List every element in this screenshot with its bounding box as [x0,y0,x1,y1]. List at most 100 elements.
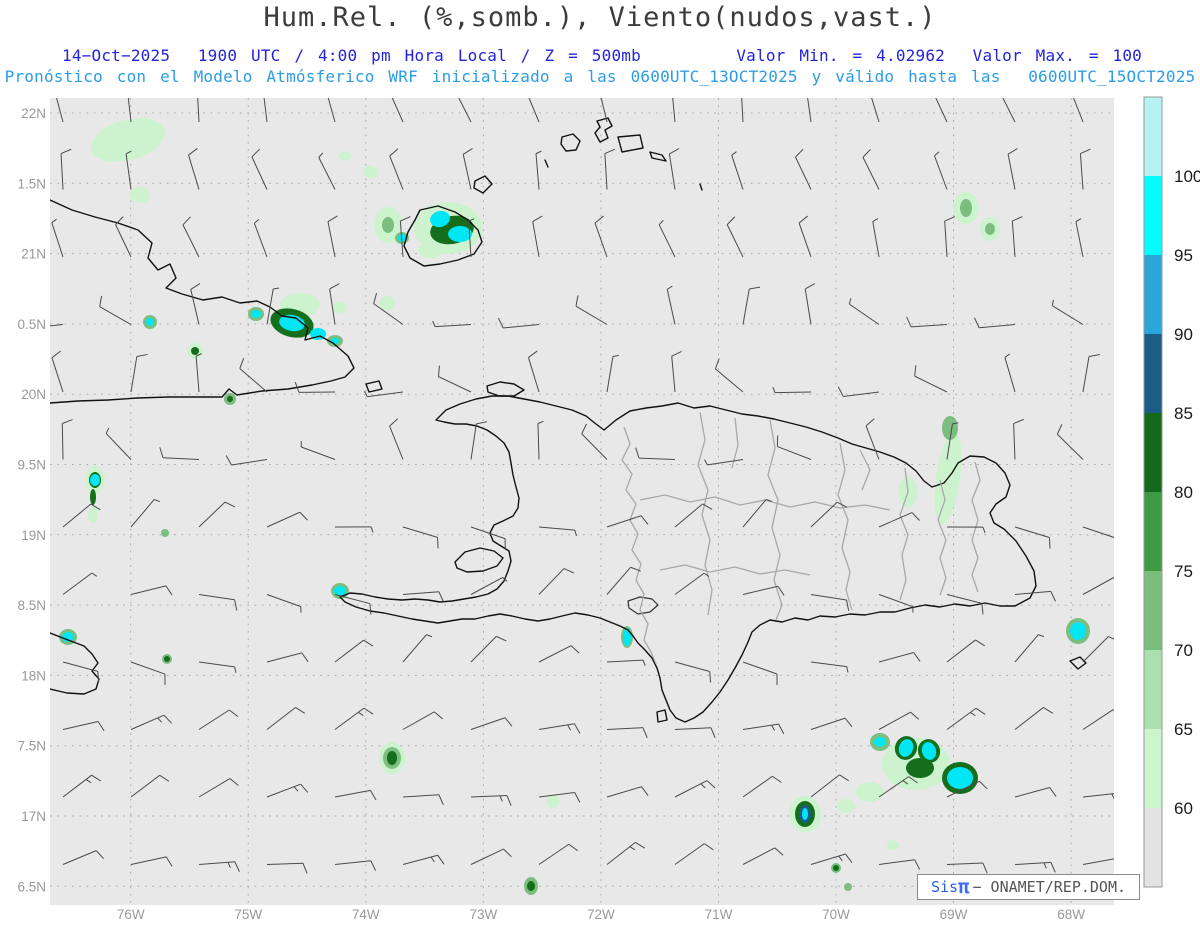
coastline-hispaniola [339,395,1037,723]
wind-barb [946,780,988,798]
wind-barb [865,418,880,460]
wind-barb [300,441,336,460]
wind-barb [878,652,921,663]
wind-barb [318,152,336,190]
wind-barb [1013,418,1024,460]
wind-barb [946,639,986,663]
colorbar-tick-label: 90 [1174,325,1193,344]
wind-barb [51,350,64,393]
wind-barb [933,151,948,190]
wind-barb [1014,787,1057,798]
wind-barb [402,711,444,730]
wind-barb [1082,526,1114,538]
wind-barb [878,711,920,730]
coastline-cay-dash-1 [544,159,549,168]
humidity-blob [833,865,839,871]
wind-barb [674,572,710,595]
wind-barb [130,661,166,686]
wind-barb [62,774,102,798]
coastline-gonave [454,547,504,573]
wind-barb [198,661,237,673]
wind-barb [538,526,577,537]
wind-barb [266,594,302,613]
wind-barb [327,215,338,258]
wind-barb [1014,526,1051,549]
lat-tick-label: 21N [21,247,46,262]
wind-barb [402,794,444,806]
wind-barb [389,418,404,460]
wind-barb [742,661,778,685]
wind-barb [672,98,676,123]
humidity-blob [802,808,808,820]
wind-barb [251,148,268,190]
humidity-blob [527,881,535,891]
wind-barb [741,98,744,123]
wind-barb [742,585,785,596]
wind-barb [532,215,543,258]
province-border [731,417,739,469]
wind-barb [266,511,308,528]
colorbar-tick-label: 100 [1174,167,1200,186]
wind-barb [946,594,984,615]
wind-barb [1051,299,1084,325]
wind-barb [1002,98,1016,123]
wind-barb [810,501,848,528]
wind-barb [190,283,201,325]
wind-barb [795,148,812,190]
wind-barb [389,148,404,190]
humidity-blob [88,507,98,523]
wind-barb [742,847,784,865]
wind-barb [606,515,649,528]
wind-barb [772,386,812,394]
province-border [621,426,657,665]
wind-barb [1082,793,1114,800]
minmax-values: Valor Min. = 4.02962 Valor Max. = 100 [736,46,1142,65]
lon-tick-label: 75W [234,907,262,922]
province-border [639,494,891,511]
coastline-turks-3 [617,134,644,153]
wind-barb [658,219,676,258]
humidity-blob [339,151,351,161]
wind-barb [1082,858,1114,865]
colorbar-tick-label: 70 [1174,641,1193,660]
wind-barb [1056,424,1084,460]
wind-barb [470,795,512,806]
wind-barb [810,594,850,611]
wind-barb [334,860,377,871]
coastline-cay-dash-2 [699,183,703,191]
wind-barb [704,459,744,466]
wind-barb [334,707,374,730]
wind-barb [127,98,132,123]
wind-barb [871,98,880,123]
humidity-blob [161,529,169,537]
wind-barb [197,98,200,123]
lon-tick-label: 71W [705,907,733,922]
humidity-blob [90,474,100,486]
wind-barb [1082,636,1114,663]
wind-barb [373,292,404,325]
humidity-blob [947,767,973,789]
colorbar-segment [1144,97,1162,176]
wind-barb [1014,706,1054,730]
wind-barb [674,843,714,865]
wind-barb [878,776,918,798]
humidity-blob [333,301,347,313]
wind-barb [528,98,540,123]
wind-barb [62,850,105,865]
colorbar-segment [1144,255,1162,334]
humidity-blob [387,751,397,765]
wind-barb [1075,218,1084,258]
humidity-blob [251,310,261,318]
wind-barb [606,566,642,595]
wind-barb [266,652,309,663]
colorbar-tick-label: 75 [1174,562,1193,581]
wind-barb [537,420,544,460]
wind-barb [130,585,173,596]
coastline-mona [1069,656,1087,670]
wind-barb [946,526,986,533]
wind-barb [538,843,578,865]
humidity-blob [130,187,150,203]
wind-barb [742,286,761,325]
wind-barb [1014,590,1056,602]
